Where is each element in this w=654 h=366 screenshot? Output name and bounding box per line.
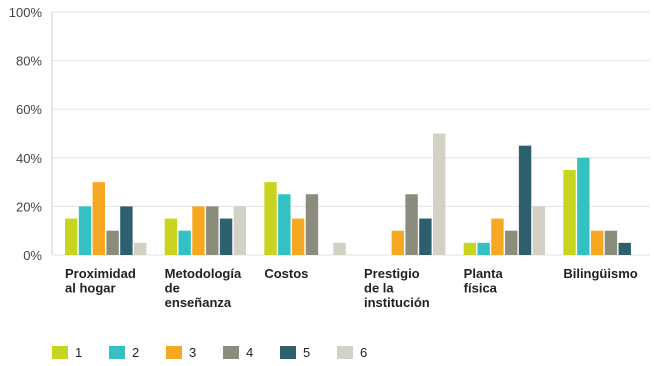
x-category-label: Proximidad al hogar — [65, 266, 136, 296]
bar-2-series-2 — [178, 230, 191, 255]
bar-5-series-6 — [532, 206, 546, 255]
legend-label: 4 — [246, 345, 253, 360]
legend-swatch-5 — [280, 346, 296, 359]
legend-swatch-6 — [337, 346, 353, 359]
x-category-label: Metodología de enseñanza — [165, 266, 242, 310]
y-tick-label: 40% — [16, 151, 42, 166]
bar-6-series-4 — [604, 230, 618, 255]
legend-label: 5 — [303, 345, 310, 360]
bar-1-series-6 — [134, 242, 147, 255]
legend-label: 2 — [132, 345, 139, 360]
bar-3-series-2 — [278, 194, 291, 255]
y-axis: 0% 20% 40% 60% 80% 100% — [9, 5, 43, 263]
bar-2-series-3 — [192, 206, 205, 255]
y-tick-label: 80% — [16, 54, 42, 69]
bar-6-series-1 — [563, 169, 576, 255]
y-tick-label: 100% — [9, 5, 43, 20]
x-category-label: Prestigio de la institución — [364, 266, 430, 310]
bar-2-series-5 — [219, 218, 233, 255]
bar-4-series-6 — [433, 133, 446, 255]
bar-1-series-1 — [65, 218, 78, 255]
bar-2-series-4 — [206, 206, 219, 255]
bar-1-series-2 — [78, 206, 92, 255]
gridlines — [51, 11, 650, 256]
legend-label: 6 — [360, 345, 367, 360]
bar-6-series-3 — [590, 230, 604, 255]
x-axis-category-labels: Proximidad al hogar Metodología de enseñanza… — [65, 266, 638, 310]
x-category-label: Bilingüismo — [563, 266, 637, 281]
bar-2-series-1 — [164, 218, 178, 255]
bar-3-series-1 — [264, 182, 277, 255]
bar-2-series-6 — [233, 206, 247, 255]
legend-swatch-1 — [52, 346, 68, 359]
bar-4-series-4 — [405, 194, 418, 255]
legend-swatch-2 — [109, 346, 125, 359]
bar-1-series-4 — [106, 230, 119, 255]
y-tick-label: 20% — [16, 199, 42, 214]
legend-label: 3 — [189, 345, 196, 360]
legend-swatch-4 — [223, 346, 239, 359]
bar-4-series-3 — [391, 230, 404, 255]
legend-swatch-3 — [166, 346, 182, 359]
bar-3-series-6 — [333, 242, 346, 255]
bar-5-series-5 — [518, 145, 532, 255]
x-category-label: Planta física — [464, 266, 504, 296]
bar-4-series-5 — [419, 218, 432, 255]
bar-3-series-4 — [305, 194, 319, 255]
bar-1-series-5 — [120, 206, 133, 255]
y-tick-label: 0% — [23, 248, 42, 263]
x-category-label: Costos — [264, 266, 308, 281]
bar-5-series-4 — [505, 230, 518, 255]
bar-1-series-3 — [92, 182, 105, 255]
bar-5-series-2 — [477, 242, 490, 255]
y-tick-label: 60% — [16, 102, 42, 117]
bar-6-series-2 — [577, 157, 590, 255]
legend: 1 2 3 4 5 6 — [52, 345, 367, 360]
legend-label: 1 — [75, 345, 82, 360]
bar-5-series-3 — [491, 218, 504, 255]
bar-6-series-5 — [618, 242, 631, 255]
bars — [65, 133, 631, 255]
bar-5-series-1 — [463, 242, 477, 255]
bar-3-series-3 — [291, 218, 305, 255]
